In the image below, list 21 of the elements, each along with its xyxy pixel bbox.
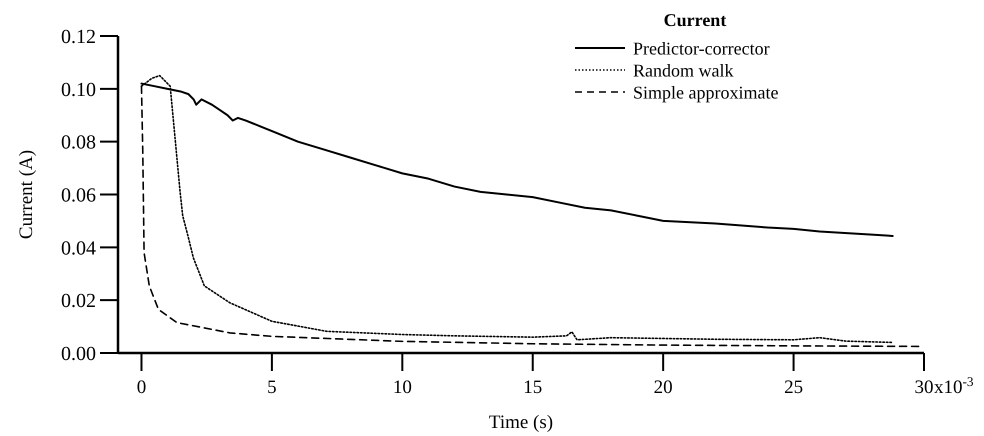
x-tick-label: 0: [136, 377, 146, 398]
legend-label: Random walk: [633, 60, 734, 80]
y-tick-label: 0.02: [61, 290, 96, 312]
y-tick-label: 0.00: [61, 343, 96, 365]
text: x10$^{-3}$: [934, 374, 974, 398]
x-tick-label: 15: [523, 377, 542, 398]
legend-label: Predictor-corrector: [633, 38, 770, 58]
legend-title: Current: [664, 10, 726, 30]
x-tick-label: 5: [267, 377, 277, 398]
y-tick-label: 0.10: [61, 78, 96, 101]
x-tick-label: 10: [392, 377, 412, 398]
y-tick-label: 0.04: [61, 237, 96, 260]
y-tick-label: 0.08: [61, 132, 96, 154]
legend-label: Simple approximate: [633, 82, 778, 102]
y-tick-label: 0.06: [61, 184, 96, 206]
x-axis-title: Time (s): [488, 412, 554, 433]
y-axis-title: Current (A): [16, 150, 37, 240]
y-tick-label: 0.12: [61, 26, 96, 48]
x-tick-label: 20: [654, 377, 673, 398]
x-tick-label: 30: [914, 377, 934, 398]
x-tick-label: 25: [784, 377, 804, 398]
